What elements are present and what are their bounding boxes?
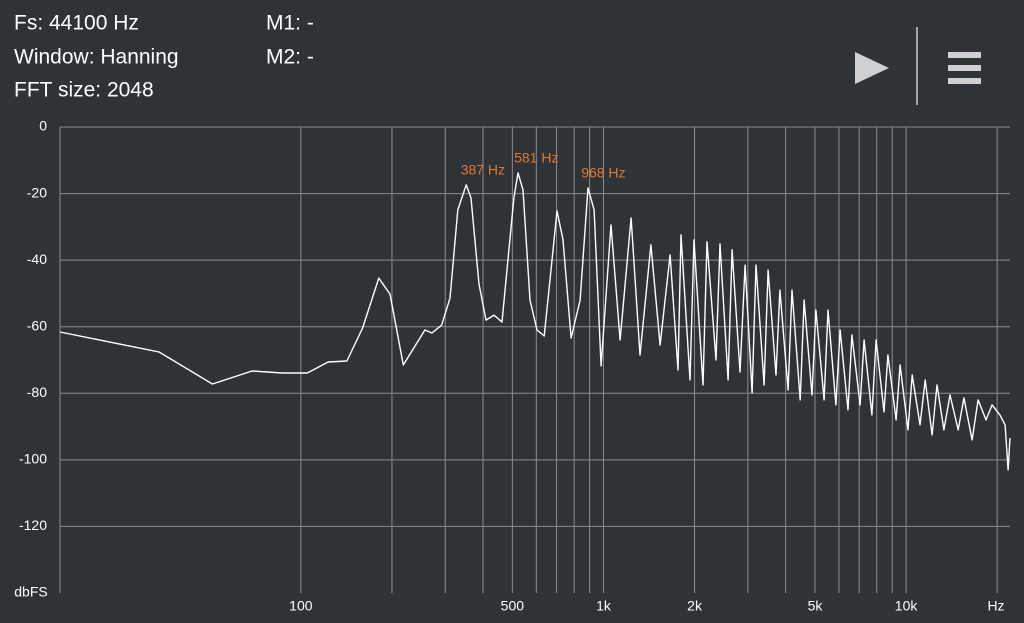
x-tick-label: 500: [501, 598, 525, 614]
play-button[interactable]: [855, 52, 889, 84]
y-tick-label: -60: [27, 317, 47, 333]
y-tick-label: -40: [27, 251, 47, 267]
x-tick-label: 5k: [808, 598, 824, 614]
y-tick-label: -80: [27, 384, 47, 400]
spectrum-line: [59, 172, 1011, 471]
x-tick-label: 100: [289, 598, 313, 614]
x-tick-label: 10k: [895, 598, 919, 614]
peak-annotation: 581 Hz: [514, 150, 558, 166]
x-tick-label: 2k: [687, 598, 703, 614]
window-label: Window: Hanning: [14, 46, 179, 69]
menu-button[interactable]: [948, 52, 981, 84]
peak-annotation: 968 Hz: [581, 165, 625, 181]
x-tick-label: 1k: [596, 598, 612, 614]
y-tick-label: 0: [39, 118, 47, 134]
fft-label: FFT size: 2048: [14, 79, 154, 102]
y-tick-label: -100: [19, 451, 47, 467]
marker1-label: M1: -: [266, 12, 314, 35]
y-tick-label: -120: [19, 517, 47, 533]
marker2-label: M2: -: [266, 46, 314, 69]
x-axis-unit: Hz: [987, 598, 1004, 614]
y-tick-label: -20: [27, 184, 47, 200]
peak-annotation: 387 Hz: [461, 162, 505, 178]
fs-label: Fs: 44100 Hz: [14, 12, 139, 35]
spectrum-plot: 0 -20 -40 -60 -80 -100 -120 100 500 1k 2k 5k 10k Hz db…: [14, 118, 1011, 614]
y-axis-unit: dbFS: [14, 584, 47, 600]
